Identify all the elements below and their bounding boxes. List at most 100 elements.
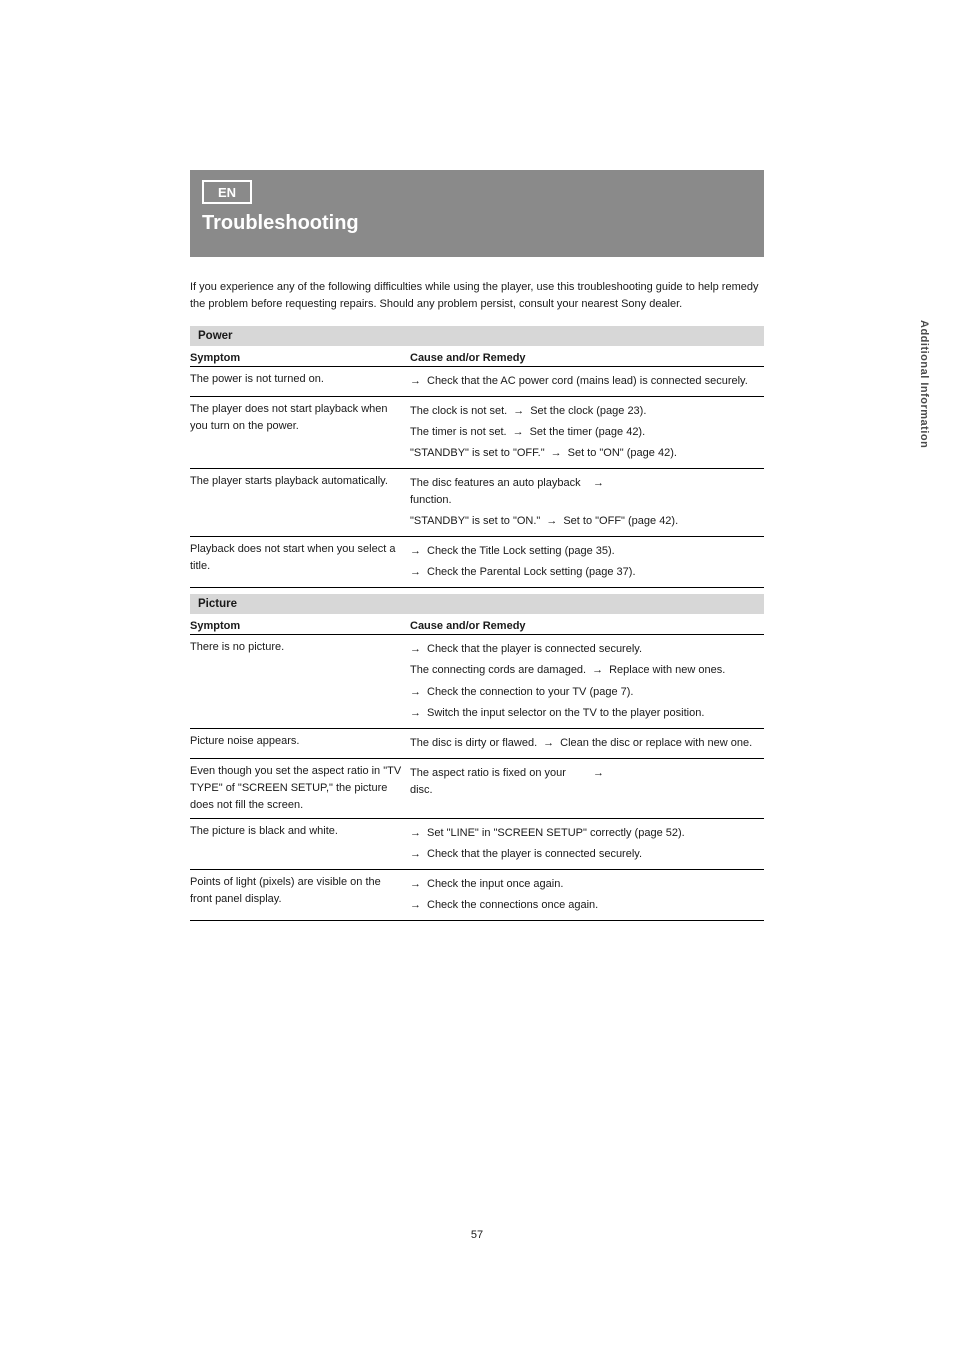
symptom-cell: The picture is black and white. [190, 823, 410, 865]
arrow-right-icon: → [410, 684, 421, 701]
cause-line: →Check the Title Lock setting (page 35). [410, 541, 764, 562]
remedy-text: Check the Title Lock setting (page 35). [427, 543, 764, 560]
section-band: Picture [190, 594, 764, 614]
cause-line: The disc features an auto playback funct… [410, 473, 764, 511]
remedy-text: Check the connections once again. [427, 897, 764, 914]
remedy-text: Set the timer (page 42). [530, 424, 764, 441]
symptom-cell: There is no picture. [190, 639, 410, 723]
table-row: The picture is black and white.→ Set "LIN… [190, 819, 764, 870]
cause-line: The clock is not set. → Set the clock (pag… [410, 401, 764, 422]
remedy-text: Check the input once again. [427, 876, 764, 893]
arrow-right-icon: → [410, 564, 421, 581]
arrow-right-icon: → [410, 373, 421, 390]
column-header-symptom: Symptom [190, 352, 410, 364]
symptom-cell: Even though you set the aspect ratio in … [190, 763, 410, 814]
cause-line: → Check the input once again. [410, 874, 764, 895]
table-row: Points of light (pixels) are visible on … [190, 870, 764, 921]
causes-cell: → Set "LINE" in "SCREEN SETUP" correctly … [410, 823, 764, 865]
remedy-text: Clean the disc or replace with new one. [560, 735, 764, 752]
cause-line: → Check the Parental Lock setting (page 3… [410, 562, 764, 583]
arrow-right-icon: → [410, 897, 421, 914]
cause-text: "STANDBY" is set to "OFF." [410, 445, 545, 462]
cause-line: → Switch the input selector on the TV to … [410, 703, 764, 724]
cause-line: → Check that the player is connected secu… [410, 844, 764, 865]
cause-line: → Check that the AC power cord (mains lea… [410, 371, 764, 392]
table-row: Picture noise appears.The disc is dirty … [190, 729, 764, 759]
cause-line: → Check that the player is connected secu… [410, 639, 764, 660]
causes-cell: → Check the input once again. → Check the c… [410, 874, 764, 916]
remedy-text: Check that the player is connected secur… [427, 641, 764, 658]
cause-line: →Check the connection to your TV (page 7… [410, 682, 764, 703]
cause-line: The disc is dirty or flawed. → Clean the d… [410, 733, 764, 754]
arrow-right-icon: → [410, 876, 421, 893]
symptom-cell: Playback does not start when you select … [190, 541, 410, 583]
arrow-right-icon: → [513, 424, 524, 441]
cause-text: The disc is dirty or flawed. [410, 735, 537, 752]
column-header-cause: Cause and/or Remedy [410, 352, 764, 364]
table-row: Playback does not start when you select … [190, 537, 764, 588]
column-header-row: SymptomCause and/or Remedy [190, 352, 764, 367]
cause-text: The connecting cords are damaged. [410, 662, 586, 679]
remedy-text: Set to "ON" (page 42). [568, 445, 764, 462]
arrow-right-icon: → [543, 735, 554, 752]
causes-cell: The disc is dirty or flawed. → Clean the d… [410, 733, 764, 754]
cause-text: The clock is not set. [410, 403, 507, 420]
cause-text: "STANDBY" is set to "ON." [410, 513, 540, 530]
remedy-text: Set to "OFF" (page 42). [563, 513, 764, 530]
causes-cell: The aspect ratio is fixed on your disc. → [410, 763, 764, 814]
arrow-right-icon: → [593, 475, 604, 492]
page-title: Troubleshooting [190, 180, 764, 235]
intro-paragraph: If you experience any of the following d… [190, 279, 764, 312]
table-row: There is no picture.→Check that the play… [190, 635, 764, 728]
table-row: The player starts playback automatically… [190, 469, 764, 537]
remedy-text: Check that the AC power cord (mains lead… [427, 373, 764, 390]
arrow-right-icon: → [593, 765, 604, 782]
remedy-text: Set the clock (page 23). [530, 403, 764, 420]
table-row: The player does not start playback when … [190, 397, 764, 469]
remedy-text: Switch the input selector on the TV to t… [427, 705, 764, 722]
causes-cell: →Check the Title Lock setting (page 35).… [410, 541, 764, 583]
arrow-right-icon: → [551, 445, 562, 462]
cause-line: → Check the connections once again. [410, 895, 764, 916]
symptom-cell: Points of light (pixels) are visible on … [190, 874, 410, 916]
causes-cell: The disc features an auto playback funct… [410, 473, 764, 532]
column-header-cause: Cause and/or Remedy [410, 620, 764, 632]
arrow-right-icon: → [410, 705, 421, 722]
cause-line: The aspect ratio is fixed on your disc. → [410, 763, 764, 801]
cause-text: The disc features an auto playback funct… [410, 475, 587, 509]
cause-text: The aspect ratio is fixed on your disc. [410, 765, 587, 799]
cause-text: The timer is not set. [410, 424, 507, 441]
table-row: The power is not turned on.→ Check that t… [190, 367, 764, 397]
symptom-cell: The player does not start playback when … [190, 401, 410, 464]
causes-cell: → Check that the AC power cord (mains lea… [410, 371, 764, 392]
causes-cell: The clock is not set. → Set the clock (pag… [410, 401, 764, 464]
arrow-right-icon: → [410, 846, 421, 863]
remedy-text: Replace with new ones. [609, 662, 764, 679]
cause-line: "STANDBY" is set to "OFF." → Set to "ON" (… [410, 443, 764, 464]
header-band: EN Troubleshooting [190, 170, 764, 257]
cause-line: The timer is not set. → Set the timer (pag… [410, 422, 764, 443]
remedy-text: Set "LINE" in "SCREEN SETUP" correctly (… [427, 825, 764, 842]
arrow-right-icon: → [513, 403, 524, 420]
symptom-cell: The power is not turned on. [190, 371, 410, 392]
page-content: EN Troubleshooting If you experience any… [0, 0, 954, 921]
remedy-text: Check that the player is connected secur… [427, 846, 764, 863]
arrow-right-icon: → [410, 641, 421, 658]
language-icon: EN [202, 180, 252, 204]
column-header-row: SymptomCause and/or Remedy [190, 620, 764, 635]
arrow-right-icon: → [592, 662, 603, 679]
causes-cell: → Check that the player is connected secu… [410, 639, 764, 723]
page-number: 57 [0, 1229, 954, 1241]
arrow-right-icon: → [546, 513, 557, 530]
column-header-symptom: Symptom [190, 620, 410, 632]
sidebar-section-label: Additional Information [918, 320, 930, 448]
arrow-right-icon: → [410, 825, 421, 842]
symptom-cell: The player starts playback automatically… [190, 473, 410, 532]
symptom-cell: Picture noise appears. [190, 733, 410, 754]
table-row: Even though you set the aspect ratio in … [190, 759, 764, 819]
section-band: Power [190, 326, 764, 346]
cause-line: The connecting cords are damaged. → Replac… [410, 660, 764, 681]
remedy-text: Check the Parental Lock setting (page 37… [427, 564, 764, 581]
cause-line: → Set "LINE" in "SCREEN SETUP" correctly … [410, 823, 764, 844]
cause-line: "STANDBY" is set to "ON." → Set to "OFF" (… [410, 511, 764, 532]
